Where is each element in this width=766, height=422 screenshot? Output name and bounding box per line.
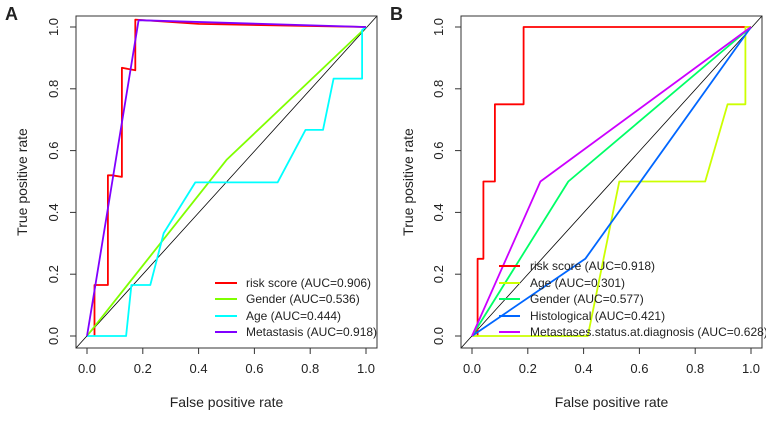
y-tick-label: 0.4 [431,203,446,221]
roc-curve-1 [472,26,751,337]
x-tick-label: 0.2 [134,361,152,376]
plot-frame [75,15,378,349]
legend: risk score (AUC=0.918) Age (AUC=0.301) Gen… [499,259,766,339]
legend: risk score (AUC=0.906) Gender (AUC=0.536)… [215,276,377,339]
legend-entry: Histological (AUC=0.421) [530,309,665,323]
legend-entry: Metastasis (AUC=0.918) [246,325,377,339]
y-axis-label: True positive rate [14,128,30,236]
plot-frame [460,15,763,349]
roc-curve-3 [471,26,752,337]
legend-entry: Gender (AUC=0.536) [246,292,360,306]
roc-curve-3 [86,19,367,337]
x-tick-label: 0.8 [301,361,319,376]
y-tick-label: 0.8 [431,80,446,98]
roc-curve-2 [87,26,367,337]
legend-entry: Age (AUC=0.301) [530,276,625,290]
y-tick-label: 0.2 [46,265,61,283]
roc-panel-a: A 0.0 0.2 0.4 0.6 0.8 1.0 0.0 0.2 0.4 0.6 0.8 1.0 Fal… [5,4,378,410]
x-tick-label: 1.0 [357,361,375,376]
panel-label: A [5,4,18,24]
x-tick-label: 0.8 [686,361,704,376]
y-tick-label: 0.4 [46,203,61,221]
roc-curve-1 [86,29,364,337]
panel-label: B [390,4,403,24]
legend-entry: Metastases.status.at.diagnosis (AUC=0.62… [530,325,766,339]
y-tick-label: 0.6 [46,142,61,160]
roc-curve-2 [471,26,752,337]
y-tick-label: 0.2 [431,265,446,283]
y-tick-label: 0.8 [46,80,61,98]
reference-diagonal [460,15,763,349]
y-tick-label: 1.0 [46,18,61,36]
y-tick-label: 0.0 [46,327,61,345]
y-tick-label: 1.0 [431,18,446,36]
roc-curve-0 [476,26,751,336]
y-tick-label: 0.0 [431,327,446,345]
y-tick-label: 0.6 [431,142,446,160]
legend-entry: Gender (AUC=0.577) [530,292,644,306]
x-tick-label: 0.4 [190,361,208,376]
x-tick-label: 0.6 [630,361,648,376]
x-tick-label: 0.4 [575,361,593,376]
legend-entry: risk score (AUC=0.906) [246,276,371,290]
x-axis-label: False positive rate [170,394,284,410]
x-tick-label: 0.6 [245,361,263,376]
roc-panel-b: B 0.0 0.2 0.4 0.6 0.8 1.0 0.0 0.2 0.4 0.6 0.8 1.0 Fal… [390,4,766,410]
legend-entry: risk score (AUC=0.918) [530,259,655,273]
x-axis-label: False positive rate [555,394,669,410]
roc-curve-4 [471,26,752,337]
y-axis-label: True positive rate [400,128,416,236]
x-tick-label: 0.0 [463,361,481,376]
legend-entry: Age (AUC=0.444) [246,309,341,323]
x-tick-label: 0.2 [519,361,537,376]
x-tick-label: 0.0 [78,361,96,376]
x-tick-label: 1.0 [742,361,760,376]
